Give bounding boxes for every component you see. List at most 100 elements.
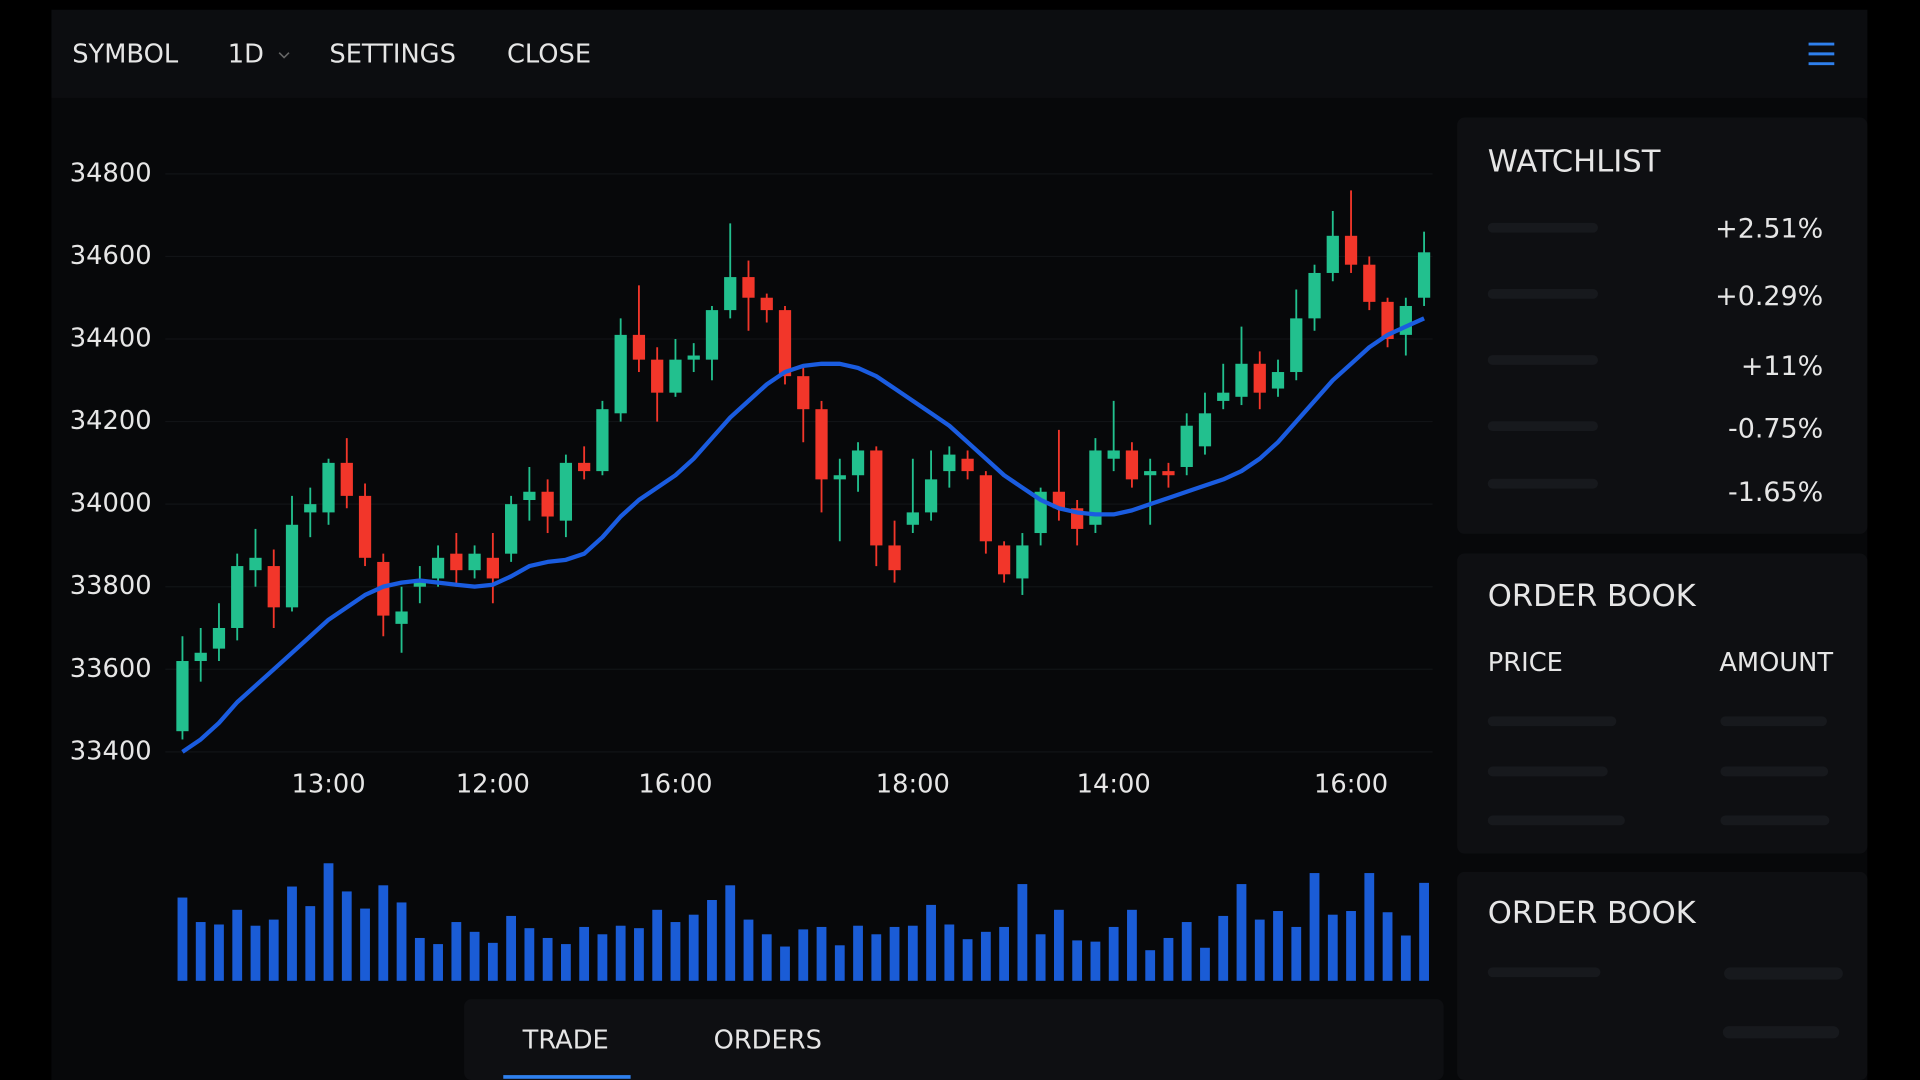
volume-bar bbox=[1108, 926, 1119, 981]
candle-body bbox=[340, 462, 353, 496]
volume-bar bbox=[743, 919, 754, 981]
candle-body bbox=[212, 627, 226, 649]
y-tick-label: 33600 bbox=[70, 654, 152, 684]
timeframe-select[interactable]: 1D bbox=[228, 40, 264, 70]
volume-bar bbox=[615, 925, 626, 981]
candle-body bbox=[1052, 491, 1066, 509]
volume-bar bbox=[323, 863, 334, 981]
candle-body bbox=[979, 475, 992, 542]
volume-bar bbox=[451, 922, 462, 981]
volume-bar bbox=[1236, 884, 1247, 981]
candle-body bbox=[322, 462, 335, 513]
volume-bar bbox=[1291, 926, 1302, 981]
volume-bar bbox=[542, 937, 553, 981]
volume-bar bbox=[1163, 937, 1174, 981]
candle-body bbox=[194, 652, 207, 662]
candle-body bbox=[1180, 425, 1193, 467]
volume-bar bbox=[707, 900, 717, 981]
change-value: +0.29% bbox=[1715, 281, 1823, 312]
y-tick-label: 34200 bbox=[70, 406, 152, 436]
volume-bar bbox=[1053, 909, 1064, 981]
candle-body bbox=[1125, 450, 1139, 480]
candle-body bbox=[1326, 235, 1339, 273]
watchlist-panel bbox=[1457, 117, 1868, 534]
volume-bar bbox=[524, 928, 535, 981]
candle-body bbox=[1417, 252, 1431, 298]
candle-body bbox=[997, 545, 1011, 575]
candle-body bbox=[304, 504, 317, 513]
y-tick-label: 34000 bbox=[70, 489, 152, 519]
volume-bar bbox=[414, 937, 425, 981]
moving-average-line bbox=[181, 316, 1425, 754]
candle-body bbox=[267, 566, 280, 608]
candle-body bbox=[833, 475, 846, 480]
volume-bar bbox=[853, 925, 863, 981]
volume-bar bbox=[1017, 884, 1028, 981]
volume-bar bbox=[962, 939, 973, 981]
volume-bar bbox=[268, 919, 279, 981]
candle-body bbox=[1235, 363, 1248, 397]
volume-bar bbox=[1035, 934, 1046, 981]
change-value: -0.75% bbox=[1728, 413, 1823, 444]
volume-bar bbox=[396, 902, 407, 981]
candle-body bbox=[1198, 413, 1212, 447]
candle-body bbox=[1271, 372, 1285, 389]
x-tick-label: 13:00 bbox=[291, 769, 365, 799]
change-value: +11% bbox=[1741, 351, 1823, 382]
volume-bar bbox=[999, 926, 1010, 981]
volume-bar bbox=[177, 897, 188, 981]
candle-body bbox=[358, 495, 372, 558]
volume-bar bbox=[907, 925, 918, 981]
y-tick-label: 34800 bbox=[70, 158, 152, 188]
volume-bar bbox=[560, 944, 571, 981]
candle-body bbox=[1290, 318, 1303, 373]
candle-body bbox=[651, 359, 664, 393]
candle-body bbox=[888, 545, 901, 571]
candle-body bbox=[1162, 471, 1175, 476]
candle-body bbox=[687, 355, 700, 360]
candle-body bbox=[578, 462, 591, 472]
column-header: PRICE bbox=[1488, 648, 1563, 678]
order-book-panel bbox=[1457, 553, 1868, 854]
candle-body bbox=[1217, 392, 1230, 401]
candle-body bbox=[632, 334, 646, 360]
menu-item[interactable]: SETTINGS bbox=[329, 40, 456, 70]
change-value: -1.65% bbox=[1728, 477, 1823, 508]
volume-bar bbox=[378, 885, 389, 981]
volume-bar bbox=[816, 926, 827, 981]
candle-body bbox=[231, 566, 244, 628]
volume-bar bbox=[1327, 914, 1338, 981]
candle-body bbox=[1344, 235, 1358, 265]
volume-bar bbox=[469, 931, 480, 981]
tab[interactable]: ORDERS bbox=[714, 1025, 822, 1055]
x-tick-label: 14:00 bbox=[1077, 769, 1151, 799]
volume-bar bbox=[652, 909, 663, 981]
menu-item[interactable]: CLOSE bbox=[507, 40, 591, 70]
top-bar bbox=[51, 9, 1868, 98]
hamburger-menu[interactable] bbox=[1808, 42, 1835, 66]
panel-title: ORDER BOOK bbox=[1488, 896, 1697, 931]
volume-bar bbox=[232, 909, 243, 981]
candle-body bbox=[742, 277, 755, 298]
change-value: +2.51% bbox=[1715, 214, 1823, 245]
volume-bar bbox=[1309, 873, 1320, 981]
tab-bar bbox=[464, 999, 1444, 1080]
tab[interactable]: TRADE bbox=[522, 1025, 609, 1055]
volume-bar bbox=[926, 904, 936, 981]
volume-bar bbox=[250, 925, 261, 981]
candle-body bbox=[924, 479, 938, 513]
volume-bar bbox=[670, 922, 681, 981]
menu-item[interactable]: SYMBOL bbox=[72, 40, 179, 70]
candle-body bbox=[450, 553, 463, 571]
volume-bar bbox=[341, 891, 352, 981]
candle-body bbox=[486, 557, 499, 579]
column-header: AMOUNT bbox=[1719, 648, 1833, 678]
candle-body bbox=[596, 409, 609, 472]
candle-body bbox=[1308, 272, 1321, 319]
volume-bar bbox=[1072, 940, 1083, 981]
candle-body bbox=[431, 557, 445, 579]
volume-bar bbox=[725, 885, 736, 981]
candle-body bbox=[1016, 545, 1029, 579]
volume-bar bbox=[688, 914, 699, 981]
volume-bar bbox=[1127, 909, 1137, 981]
